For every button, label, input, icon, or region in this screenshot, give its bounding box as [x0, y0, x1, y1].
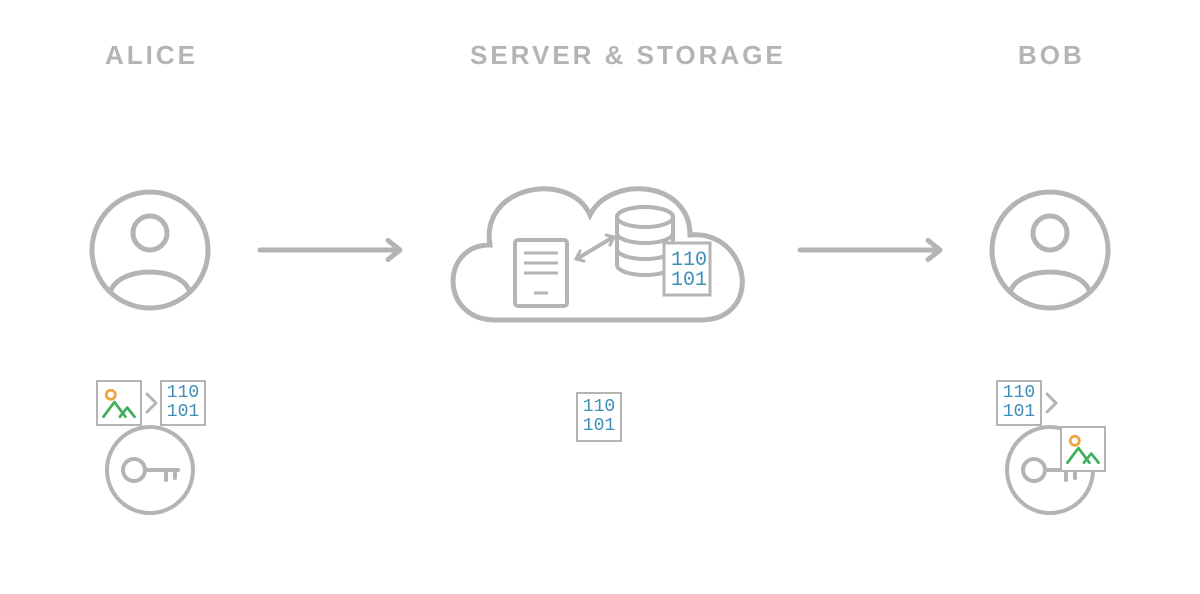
alice-binary-doc: 110 101 — [160, 380, 206, 426]
alice-header: ALICE — [105, 40, 198, 71]
chevron-right-icon — [1045, 392, 1059, 414]
binary-row: 110 — [1003, 384, 1035, 403]
bob-header: BOB — [1018, 40, 1085, 71]
binary-row: 110 — [583, 398, 615, 417]
binary-row: 101 — [167, 403, 199, 422]
svg-text:101: 101 — [671, 269, 707, 292]
encryption-diagram: ALICE SERVER & STORAGE BOB — [0, 0, 1200, 594]
bidir-arrow-icon — [576, 235, 614, 261]
bob-binary-doc: 110 101 — [996, 380, 1042, 426]
arrow-alice-to-server — [245, 235, 415, 267]
server-header: SERVER & STORAGE — [470, 40, 786, 71]
alice-image-thumb — [96, 380, 142, 426]
binary-row: 101 — [1003, 403, 1035, 422]
bob-avatar-icon — [985, 185, 1115, 315]
server-binary-doc: 110 101 — [576, 392, 622, 442]
cloud-server-icon: 110 101 — [420, 125, 770, 365]
alice-avatar-icon — [85, 185, 215, 315]
binary-row: 101 — [583, 417, 615, 436]
chevron-right-icon — [145, 392, 159, 414]
picture-icon — [98, 382, 140, 424]
alice-key-icon — [100, 420, 200, 520]
binary-row: 110 — [167, 384, 199, 403]
bob-image-thumb — [1060, 426, 1106, 472]
arrow-server-to-bob — [785, 235, 955, 267]
picture-icon — [1062, 428, 1104, 470]
cloud-binary-doc: 110 101 — [664, 243, 710, 295]
document-icon — [515, 240, 567, 306]
